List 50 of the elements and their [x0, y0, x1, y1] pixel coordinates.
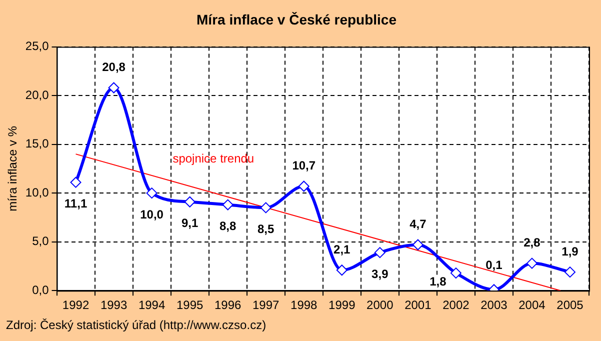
point — [70, 176, 82, 188]
text: Zdroj: Český statistický úřad (http://www.czso.cz) — [6, 318, 266, 332]
point — [412, 239, 424, 250]
data-label: 0,1 — [486, 258, 503, 272]
data-label: 2,1 — [334, 242, 351, 256]
x-tick-label: 1998 — [290, 298, 318, 312]
data-label: 8,8 — [219, 219, 236, 234]
data-label: 10,7 — [292, 158, 316, 173]
point — [108, 82, 120, 94]
x-tick-label: 1999 — [328, 298, 356, 312]
point — [298, 180, 310, 192]
y-tick-label: 0,0 — [32, 282, 50, 297]
x-tick-label: 1996 — [214, 298, 242, 312]
data-label: 8,5 — [258, 222, 275, 236]
data-label: 3,9 — [372, 266, 389, 281]
data-label: 9,1 — [181, 216, 198, 230]
y-axis-title: míra inflace v % — [6, 126, 20, 212]
series-label: spojnice trendu — [172, 152, 254, 166]
x-tick-label: 2000 — [366, 298, 394, 312]
point — [184, 196, 196, 208]
y-tick-label: 10,0 — [25, 185, 50, 200]
data-label: 4,7 — [410, 217, 427, 232]
x-tick-label: 2005 — [556, 298, 584, 312]
data-label: 1,9 — [562, 244, 579, 258]
x-tick-label: 1995 — [176, 298, 204, 312]
point — [260, 202, 272, 214]
point — [450, 268, 462, 279]
data-label: 1,8 — [430, 274, 447, 288]
x-tick-label: 2002 — [442, 298, 470, 312]
point — [526, 258, 538, 269]
x-tick-label: 1992 — [62, 298, 90, 312]
x-tick-label: 2003 — [480, 298, 508, 312]
y-tick-label: 25,0 — [25, 39, 50, 54]
point — [222, 199, 234, 210]
chart-title: Míra inflace v České republice — [196, 11, 397, 28]
point — [336, 264, 348, 276]
data-label: 10,0 — [140, 207, 164, 222]
point — [374, 247, 386, 258]
point — [146, 188, 158, 199]
x-tick-label: 1994 — [138, 298, 166, 312]
x-tick-label: 2004 — [518, 298, 546, 312]
y-tick-label: 20,0 — [25, 88, 50, 102]
x-tick-label: 2001 — [404, 298, 432, 312]
y-tick-label: 15,0 — [25, 136, 50, 151]
x-tick-label: 1993 — [100, 298, 128, 312]
data-label: 11,1 — [64, 196, 88, 211]
y-tick-label: 5,0 — [32, 234, 50, 248]
data-label: 20,8 — [102, 60, 126, 74]
point — [564, 266, 576, 278]
x-tick-label: 1997 — [252, 298, 280, 312]
